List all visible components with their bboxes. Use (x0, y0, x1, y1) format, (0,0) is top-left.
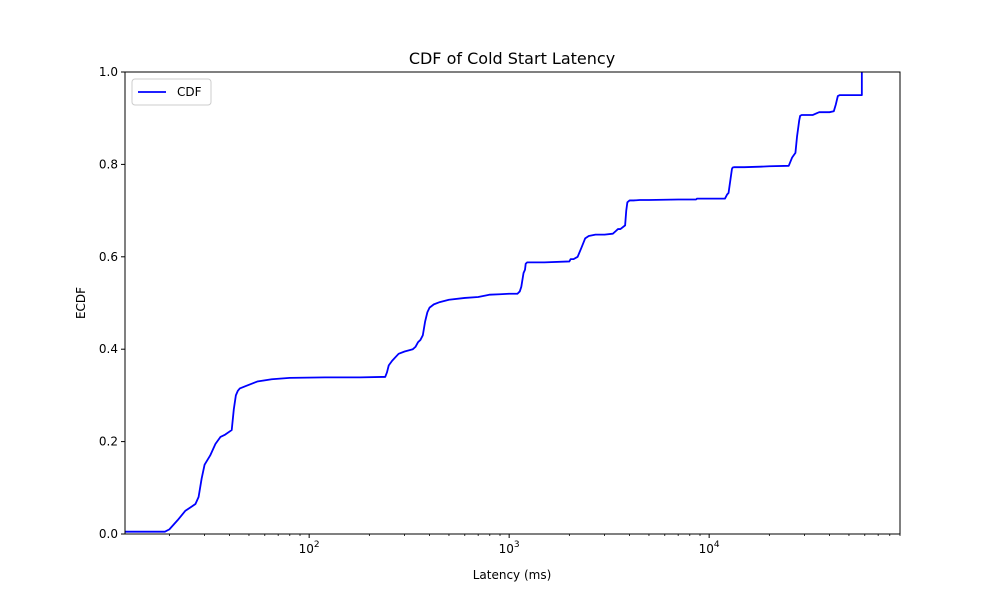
y-tick-label: 0.4 (99, 342, 118, 356)
plot-background (125, 72, 900, 534)
x-axis-label: Latency (ms) (473, 568, 552, 582)
legend-label-cdf: CDF (177, 85, 202, 99)
y-axis: 0.0 0.2 0.4 0.6 0.8 1.0 (99, 65, 125, 541)
plot-frame (124, 71, 901, 535)
chart-title: CDF of Cold Start Latency (409, 49, 615, 68)
y-tick-label: 0.2 (99, 435, 118, 449)
x-tick-label: 103 (499, 540, 520, 556)
legend: CDF (131, 78, 212, 106)
y-axis-label: ECDF (74, 287, 88, 319)
x-axis: 102 103 104 (168, 534, 901, 556)
legend-box (131, 78, 212, 106)
y-tick-label: 0.8 (99, 157, 118, 171)
y-tick-label: 1.0 (99, 65, 118, 79)
series-line-cdf (125, 72, 863, 533)
y-tick-label: 0.6 (99, 250, 118, 264)
x-tick-label: 104 (699, 540, 720, 556)
plot-area (124, 71, 901, 535)
x-tick-label: 102 (299, 540, 320, 556)
y-tick-label: 0.0 (99, 527, 118, 541)
